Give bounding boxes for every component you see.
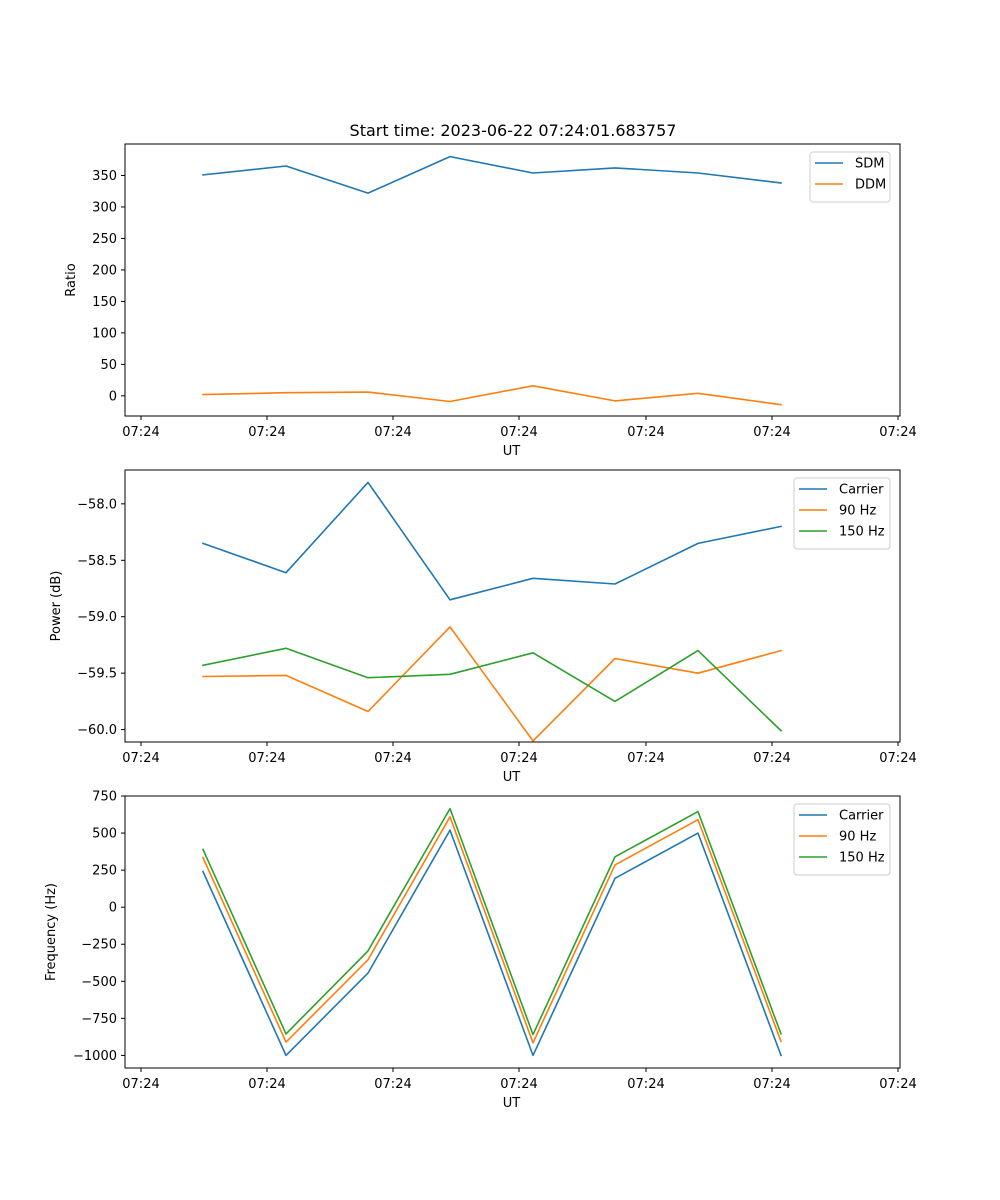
x-tick-label: 07:24	[500, 1077, 537, 1092]
y-tick-label: 100	[92, 326, 117, 341]
series-line-90-hz	[202, 626, 782, 742]
x-tick-label: 07:24	[122, 1077, 159, 1092]
y-tick-label: 0	[109, 389, 117, 404]
chart-panel-2: −60.0 −59.5 −59.0 −58.5 −58.0 07:24 07:24 07:24…	[49, 469, 917, 785]
x-tick-label: 07:24	[374, 751, 411, 766]
legend-label-150-hz: 150 Hz	[839, 851, 885, 866]
y-tick-label: 350	[92, 169, 117, 184]
series-line-90-hz	[201, 815, 783, 1044]
y-tick-label: −250	[81, 938, 117, 953]
plot-frame	[124, 795, 901, 1069]
y-tick-label: −58.5	[77, 554, 117, 569]
legend-label-sdm: SDM	[855, 157, 884, 172]
legend-box	[809, 151, 891, 203]
y-tick-label: 250	[92, 232, 117, 247]
y-tick-label: 300	[92, 200, 117, 215]
legend-label-carrier: Carrier	[839, 483, 884, 498]
figure-title: Start time: 2023-06-22 07:24:01.683757	[350, 121, 677, 140]
y-tick-label: 500	[92, 827, 117, 842]
x-tick-label: 07:24	[627, 425, 664, 440]
y-tick-label: 250	[92, 864, 117, 879]
x-tick-label: 07:24	[374, 1077, 411, 1092]
y-axis-label: Ratio	[64, 263, 79, 296]
x-tick-label: 07:24	[879, 751, 916, 766]
x-tick-label: 07:24	[753, 425, 790, 440]
x-tick-label: 07:24	[248, 751, 285, 766]
x-tick-label: 07:24	[122, 751, 159, 766]
x-tick-label: 07:24	[753, 751, 790, 766]
x-tick-label: 07:24	[627, 751, 664, 766]
chart-panel-1: 0 50 100 150 200 250 300 350 07:24 07:24 07:24 07:2…	[64, 143, 917, 459]
x-tick-label: 07:24	[627, 1077, 664, 1092]
legend-label-carrier: Carrier	[839, 809, 884, 824]
series-line-ddm	[202, 384, 782, 406]
x-tick-label: 07:24	[248, 425, 285, 440]
y-tick-label: 50	[100, 358, 117, 373]
x-tick-label: 07:24	[500, 425, 537, 440]
y-axis-label: Frequency (Hz)	[44, 883, 59, 981]
legend-label-90-hz: 90 Hz	[839, 830, 876, 845]
x-tick-label: 07:24	[879, 425, 916, 440]
y-tick-label: −1000	[73, 1049, 117, 1064]
y-tick-label: −500	[81, 975, 117, 990]
plot-frame	[124, 469, 901, 743]
y-tick-label: −750	[81, 1012, 117, 1027]
y-tick-label: −58.0	[77, 497, 117, 512]
legend-label-90-hz: 90 Hz	[839, 504, 876, 519]
x-tick-label: 07:24	[374, 425, 411, 440]
legend-label-ddm: DDM	[855, 178, 886, 193]
y-tick-label: −59.5	[77, 667, 117, 682]
series-line-carrier	[201, 829, 783, 1057]
y-tick-label: −60.0	[77, 723, 117, 738]
x-axis-label: UT	[503, 1096, 521, 1111]
series-line-150-hz	[201, 807, 783, 1036]
chart-panel-3: −1000 −750 −500 −250 0 250 500 750 07:24 07:24 07:…	[44, 790, 917, 1112]
legend: Carrier 90 Hz 150 Hz	[793, 477, 891, 550]
series-line-150-hz	[202, 647, 783, 732]
x-axis-label: UT	[503, 444, 521, 459]
x-tick-label: 07:24	[753, 1077, 790, 1092]
y-tick-label: 200	[92, 263, 117, 278]
plot-frame	[124, 143, 901, 417]
series-line-sdm	[202, 155, 782, 194]
legend: Carrier 90 Hz 150 Hz	[793, 803, 891, 876]
legend-label-150-hz: 150 Hz	[839, 525, 885, 540]
y-tick-label: 0	[109, 901, 117, 916]
x-axis-label: UT	[503, 770, 521, 785]
y-tick-label: 750	[92, 790, 117, 805]
x-tick-label: 07:24	[500, 751, 537, 766]
x-tick-label: 07:24	[248, 1077, 285, 1092]
y-tick-label: 150	[92, 295, 117, 310]
y-tick-label: −59.0	[77, 610, 117, 625]
legend: SDM DDM	[809, 151, 891, 203]
series-line-carrier	[201, 481, 782, 601]
charts-container: 0 50 100 150 200 250 300 350 07:24 07:24 07:24 07:2…	[44, 143, 917, 1112]
x-tick-label: 07:24	[879, 1077, 916, 1092]
x-tick-label: 07:24	[122, 425, 159, 440]
y-axis-label: Power (dB)	[49, 571, 64, 642]
